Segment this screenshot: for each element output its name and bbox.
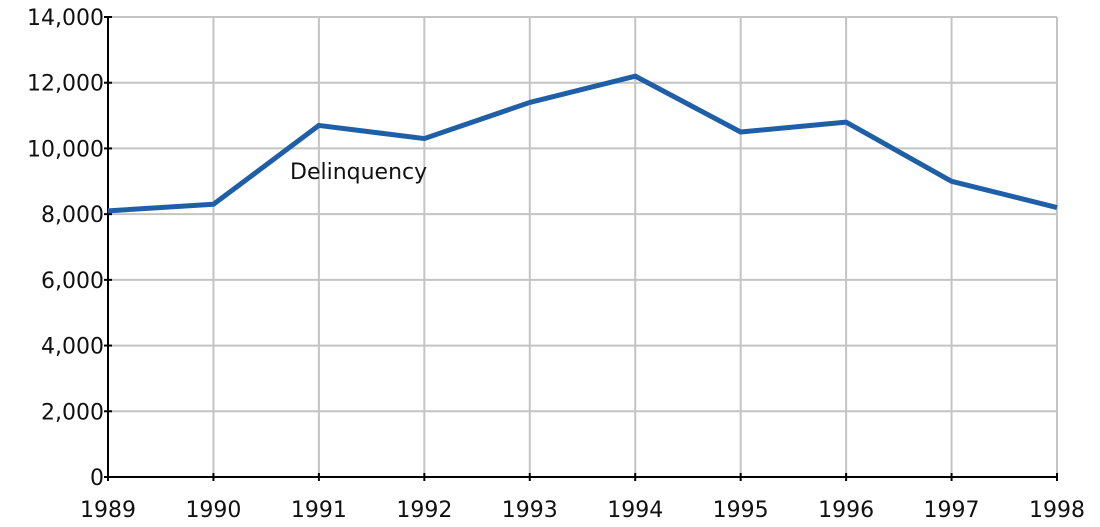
x-tick-label: 1991: [291, 498, 347, 523]
x-tick-label: 1995: [713, 498, 769, 523]
y-tick-label: 4,000: [41, 335, 104, 360]
x-tick-label: 1997: [924, 498, 980, 523]
x-tick-label: 1998: [1029, 498, 1085, 523]
y-tick-label: 10,000: [27, 137, 104, 162]
x-tick-label: 1996: [818, 498, 874, 523]
y-tick-label: 0: [90, 466, 104, 491]
x-tick-label: 1993: [502, 498, 558, 523]
x-tick-label: 1990: [185, 498, 241, 523]
y-tick-label: 14,000: [27, 6, 104, 31]
y-tick-label: 8,000: [41, 203, 104, 228]
y-tick-label: 12,000: [27, 72, 104, 97]
x-tick-label: 1992: [396, 498, 452, 523]
y-tick-label: 2,000: [41, 400, 104, 425]
x-tick-label: 1994: [607, 498, 663, 523]
y-tick-label: 6,000: [41, 269, 104, 294]
series-label: Delinquency: [290, 160, 427, 185]
data-line: [107, 73, 1058, 214]
x-tick-label: 1989: [80, 498, 136, 523]
